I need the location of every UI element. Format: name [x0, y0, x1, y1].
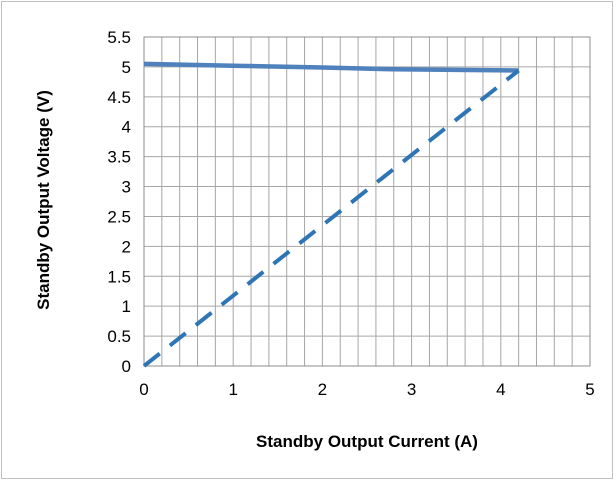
- x-tick-label: 2: [318, 380, 327, 399]
- y-tick-labels: 0 0.5 1 1.5 2 2.5 3 3.5 4 4.5 5 5.5: [107, 28, 131, 376]
- x-tick-label: 4: [496, 380, 505, 399]
- series-layer: [142, 61, 520, 368]
- plot-area: [143, 36, 591, 367]
- x-tick-label: 1: [228, 380, 237, 399]
- y-tick-label: 5.5: [107, 28, 131, 47]
- y-tick-label: 4: [122, 118, 131, 137]
- y-tick-label: 2.5: [107, 207, 131, 226]
- x-tick-label: 5: [585, 380, 594, 399]
- x-tick-label: 0: [139, 380, 148, 399]
- series-line-1: [143, 61, 519, 73]
- plot-border: [143, 36, 591, 367]
- series-line-2: [142, 68, 520, 368]
- y-tick-label: 1: [122, 297, 131, 316]
- x-axis-title: Standby Output Current (A): [256, 432, 478, 451]
- x-tick-labels: 0 1 2 3 4 5: [139, 380, 594, 399]
- y-tick-label: 5: [122, 58, 131, 77]
- y-tick-label: 4.5: [107, 88, 131, 107]
- x-tick-label: 3: [407, 380, 416, 399]
- y-axis-title: Standby Output Voltage (V): [34, 90, 53, 310]
- y-tick-label: 2: [122, 237, 131, 256]
- y-tick-label: 3.5: [107, 148, 131, 167]
- y-tick-label: 0: [122, 357, 131, 376]
- y-tick-label: 0.5: [107, 327, 131, 346]
- y-tick-label: 1.5: [107, 267, 131, 286]
- grid: [143, 36, 591, 367]
- y-tick-label: 3: [122, 178, 131, 197]
